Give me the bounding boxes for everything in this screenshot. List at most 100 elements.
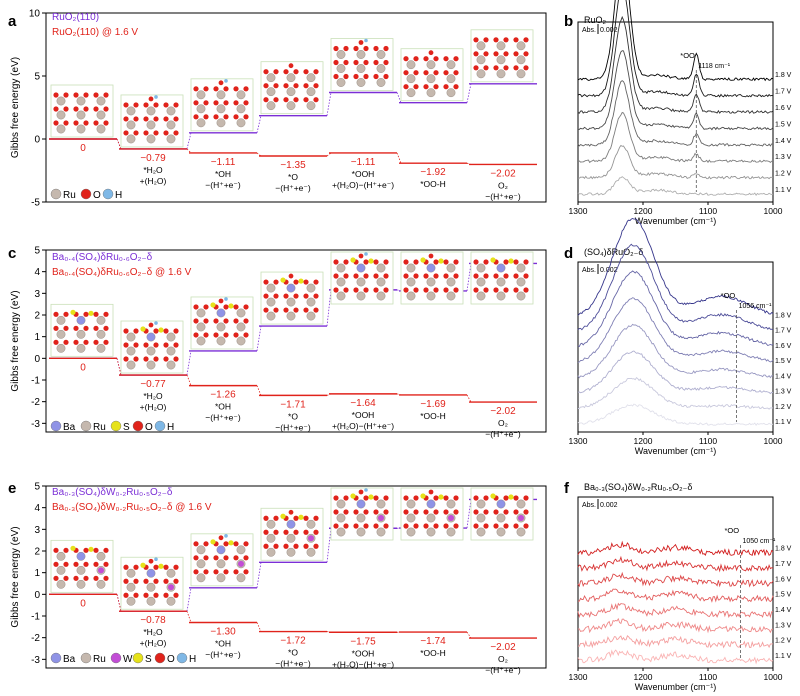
panel-letter: b bbox=[564, 13, 573, 30]
o-atom bbox=[383, 509, 389, 515]
s-atom bbox=[420, 493, 426, 499]
o-atom bbox=[223, 569, 229, 575]
o-atom bbox=[193, 86, 199, 92]
o-atom bbox=[363, 45, 369, 52]
s-atom bbox=[70, 545, 76, 551]
x-tick-label: 1100 bbox=[699, 436, 718, 446]
atom-legend-swatch bbox=[50, 420, 62, 432]
o-atom bbox=[173, 578, 179, 584]
structure-atoms bbox=[403, 253, 459, 301]
o-atom bbox=[103, 339, 109, 345]
ru-atom bbox=[446, 499, 456, 509]
o-atom bbox=[343, 287, 349, 293]
o-atom bbox=[133, 130, 139, 136]
step-label: *OH bbox=[215, 169, 231, 179]
ru-atom bbox=[446, 60, 456, 70]
applied-value-label: −1.64 bbox=[350, 398, 376, 409]
o-atom bbox=[243, 86, 249, 92]
step-label: *O bbox=[288, 411, 298, 421]
o-atom bbox=[133, 116, 139, 122]
ru-atom bbox=[166, 360, 176, 370]
voltage-label: 1.8 V bbox=[775, 546, 792, 553]
ru-atom bbox=[146, 596, 156, 606]
o-atom bbox=[123, 328, 129, 334]
o-atom bbox=[163, 130, 169, 136]
o-atom bbox=[483, 65, 489, 71]
ru-atom bbox=[216, 90, 226, 100]
o-atom bbox=[203, 114, 209, 120]
ru-atom bbox=[356, 78, 366, 87]
ru-atom bbox=[76, 551, 86, 561]
ru-atom bbox=[496, 527, 506, 537]
ru-atom bbox=[286, 519, 296, 529]
o-atom bbox=[143, 116, 149, 122]
x-tick-label: 1200 bbox=[634, 206, 653, 216]
ru-atom bbox=[476, 69, 486, 79]
s-atom bbox=[490, 257, 496, 263]
y-tick-label: 2 bbox=[34, 547, 40, 558]
voltage-label: 1.8 V bbox=[775, 312, 792, 319]
spectrum-trace bbox=[577, 297, 774, 363]
x-axis-label: Wavenumber (cm⁻¹) bbox=[635, 446, 716, 456]
applied-connector bbox=[466, 631, 472, 639]
ru-atom bbox=[516, 277, 526, 287]
o-atom bbox=[273, 69, 279, 75]
o-atom bbox=[513, 51, 519, 57]
o-atom bbox=[163, 356, 169, 362]
o-atom bbox=[513, 273, 519, 279]
peak-wavenumber-label: 1118 cm⁻¹ bbox=[698, 63, 731, 70]
adsorbate-h bbox=[154, 95, 158, 99]
o-atom bbox=[373, 73, 379, 80]
o-atom bbox=[403, 523, 409, 529]
o-atom bbox=[263, 279, 269, 285]
o-atom bbox=[513, 259, 519, 265]
applied-value-label: −2.02 bbox=[490, 406, 516, 417]
o-atom bbox=[133, 564, 139, 570]
ru-atom bbox=[236, 90, 246, 100]
legend-ideal: Ba₀.₃(SO₄)δW₀.₂Ru₀.₅O₂₋δ bbox=[52, 487, 173, 498]
o-atom bbox=[403, 70, 409, 76]
o-atom bbox=[453, 273, 459, 279]
ru-atom bbox=[376, 50, 386, 59]
voltage-label: 1.8 V bbox=[775, 72, 792, 79]
legend-ideal: Ba₀.₄(SO₄)δRu₀.₆O₂₋δ bbox=[52, 252, 153, 263]
o-atom bbox=[103, 547, 109, 553]
structure-atoms bbox=[123, 95, 179, 144]
o-atom bbox=[63, 547, 69, 553]
ru-atom bbox=[126, 596, 136, 606]
ideal-connector bbox=[116, 594, 122, 612]
ru-atom bbox=[76, 579, 86, 589]
o-atom bbox=[83, 575, 89, 581]
atom-legend-swatch bbox=[176, 652, 188, 664]
o-atom bbox=[153, 130, 159, 136]
o-atom bbox=[473, 495, 479, 501]
o-atom bbox=[173, 116, 179, 122]
o-atom bbox=[63, 120, 69, 126]
applied-connector bbox=[256, 622, 262, 632]
ru-atom bbox=[166, 596, 176, 606]
voltage-label: 1.1 V bbox=[775, 653, 792, 660]
o-atom bbox=[453, 509, 459, 515]
panel-letter: d bbox=[564, 245, 573, 262]
ru-atom bbox=[146, 360, 156, 370]
o-atom bbox=[223, 100, 229, 106]
ideal-connector bbox=[116, 358, 122, 376]
ru-atom bbox=[266, 73, 276, 83]
step-label-sub: +(H₂O)−(H⁺+e⁻) bbox=[332, 180, 394, 190]
atom-legend-label: H bbox=[189, 654, 196, 665]
o-atom bbox=[483, 51, 489, 57]
o-atom bbox=[373, 273, 379, 279]
y-tick-label: 0 bbox=[34, 354, 40, 365]
o-atom bbox=[473, 509, 479, 515]
o-atom bbox=[93, 120, 99, 126]
o-atom bbox=[363, 259, 369, 265]
y-tick-label: 3 bbox=[34, 289, 40, 300]
ru-atom bbox=[406, 499, 416, 509]
atom-legend-swatch bbox=[132, 420, 144, 432]
ru-atom bbox=[286, 547, 296, 557]
atom-legend-swatch bbox=[80, 652, 92, 664]
structure-atoms bbox=[53, 92, 109, 134]
ru-atom bbox=[196, 308, 206, 318]
spectrum-trace bbox=[577, 0, 774, 82]
structure-atoms bbox=[193, 79, 249, 128]
